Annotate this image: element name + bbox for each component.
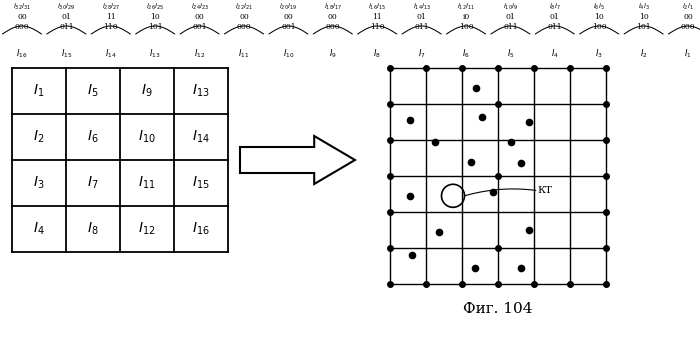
Text: $i_{8}i_{7}$: $i_{8}i_{7}$ <box>549 2 561 12</box>
Text: $I_{1}$: $I_{1}$ <box>34 83 45 99</box>
Text: $I_{12}$: $I_{12}$ <box>139 221 155 237</box>
Text: i0: i0 <box>463 13 470 21</box>
Text: $i_{22}i_{21}$: $i_{22}i_{21}$ <box>235 2 253 12</box>
Text: $I_{11}$: $I_{11}$ <box>138 175 156 191</box>
Text: $I_{12}$: $I_{12}$ <box>194 48 205 61</box>
Text: $I_{1}$: $I_{1}$ <box>684 48 692 61</box>
Text: $I_{11}$: $I_{11}$ <box>238 48 250 61</box>
Text: 001: 001 <box>281 23 295 31</box>
Text: $i_{10}i_{9}$: $i_{10}i_{9}$ <box>503 2 518 12</box>
Text: 11: 11 <box>372 13 382 21</box>
Text: $I_{6}$: $I_{6}$ <box>88 129 99 145</box>
Text: $i_{16}i_{15}$: $i_{16}i_{15}$ <box>368 2 386 12</box>
Text: 10: 10 <box>638 13 648 21</box>
Text: 00: 00 <box>284 13 293 21</box>
Text: 100: 100 <box>592 23 606 31</box>
Text: $I_{16}$: $I_{16}$ <box>192 221 210 237</box>
Text: $i_{14}i_{13}$: $i_{14}i_{13}$ <box>412 2 430 12</box>
Text: 01: 01 <box>62 13 71 21</box>
Text: 011: 011 <box>503 23 518 31</box>
Text: $I_{10}$: $I_{10}$ <box>283 48 294 61</box>
Text: КТ: КТ <box>538 186 552 195</box>
Text: $i_{2}i_{1}$: $i_{2}i_{1}$ <box>682 2 694 12</box>
Text: 00: 00 <box>683 13 693 21</box>
Text: 110: 110 <box>104 23 118 31</box>
Text: 00: 00 <box>17 13 27 21</box>
Text: $I_{7}$: $I_{7}$ <box>418 48 426 61</box>
Text: 001: 001 <box>193 23 207 31</box>
Text: $I_{6}$: $I_{6}$ <box>462 48 470 61</box>
Text: 110: 110 <box>370 23 384 31</box>
Text: $I_{5}$: $I_{5}$ <box>507 48 514 61</box>
Text: $I_{14}$: $I_{14}$ <box>192 129 210 145</box>
Text: $i_{18}i_{17}$: $i_{18}i_{17}$ <box>324 2 342 12</box>
Text: 00: 00 <box>239 13 249 21</box>
Text: $I_{8}$: $I_{8}$ <box>373 48 381 61</box>
Text: 01: 01 <box>550 13 560 21</box>
Text: 10: 10 <box>594 13 604 21</box>
Text: 10: 10 <box>150 13 160 21</box>
Text: 000: 000 <box>326 23 340 31</box>
Text: $i_{26}i_{25}$: $i_{26}i_{25}$ <box>146 2 164 12</box>
Text: $I_{4}$: $I_{4}$ <box>551 48 559 61</box>
Text: 11: 11 <box>106 13 116 21</box>
Text: 000: 000 <box>680 23 695 31</box>
Text: $I_{13}$: $I_{13}$ <box>149 48 161 61</box>
Text: $i_{30}i_{29}$: $i_{30}i_{29}$ <box>57 2 76 12</box>
Text: 01: 01 <box>505 13 515 21</box>
Text: $I_{10}$: $I_{10}$ <box>138 129 156 145</box>
Text: $i_{6}i_{5}$: $i_{6}i_{5}$ <box>593 2 606 12</box>
Text: $i_{20}i_{19}$: $i_{20}i_{19}$ <box>279 2 298 12</box>
Text: $I_{15}$: $I_{15}$ <box>193 175 210 191</box>
Text: 00: 00 <box>328 13 337 21</box>
Text: 100: 100 <box>458 23 473 31</box>
Text: 011: 011 <box>414 23 429 31</box>
Text: $I_{15}$: $I_{15}$ <box>61 48 72 61</box>
Text: $I_{8}$: $I_{8}$ <box>88 221 99 237</box>
Text: 011: 011 <box>547 23 562 31</box>
Text: $I_{5}$: $I_{5}$ <box>88 83 99 99</box>
Text: $I_{13}$: $I_{13}$ <box>193 83 210 99</box>
Text: 01: 01 <box>416 13 426 21</box>
Text: $i_{28}i_{27}$: $i_{28}i_{27}$ <box>102 2 120 12</box>
Text: $I_{3}$: $I_{3}$ <box>595 48 603 61</box>
Text: $I_{4}$: $I_{4}$ <box>33 221 45 237</box>
Text: 011: 011 <box>59 23 74 31</box>
Text: Фиг. 104: Фиг. 104 <box>463 302 533 316</box>
Text: $i_{32}i_{31}$: $i_{32}i_{31}$ <box>13 2 31 12</box>
Text: $I_{2}$: $I_{2}$ <box>640 48 648 61</box>
Text: $I_{7}$: $I_{7}$ <box>88 175 99 191</box>
Text: $I_{14}$: $I_{14}$ <box>105 48 117 61</box>
Text: 000: 000 <box>237 23 251 31</box>
Text: $I_{16}$: $I_{16}$ <box>16 48 28 61</box>
Text: $i_{4}i_{3}$: $i_{4}i_{3}$ <box>638 2 650 12</box>
Text: 00: 00 <box>195 13 204 21</box>
Text: $i_{24}i_{23}$: $i_{24}i_{23}$ <box>190 2 209 12</box>
Text: $I_{3}$: $I_{3}$ <box>34 175 45 191</box>
Text: $I_{9}$: $I_{9}$ <box>141 83 153 99</box>
Text: $I_{2}$: $I_{2}$ <box>34 129 45 145</box>
Text: 000: 000 <box>15 23 29 31</box>
Text: 101: 101 <box>148 23 162 31</box>
Text: $I_{9}$: $I_{9}$ <box>329 48 337 61</box>
Text: $i_{12}i_{11}$: $i_{12}i_{11}$ <box>457 2 475 12</box>
Text: 101: 101 <box>636 23 651 31</box>
